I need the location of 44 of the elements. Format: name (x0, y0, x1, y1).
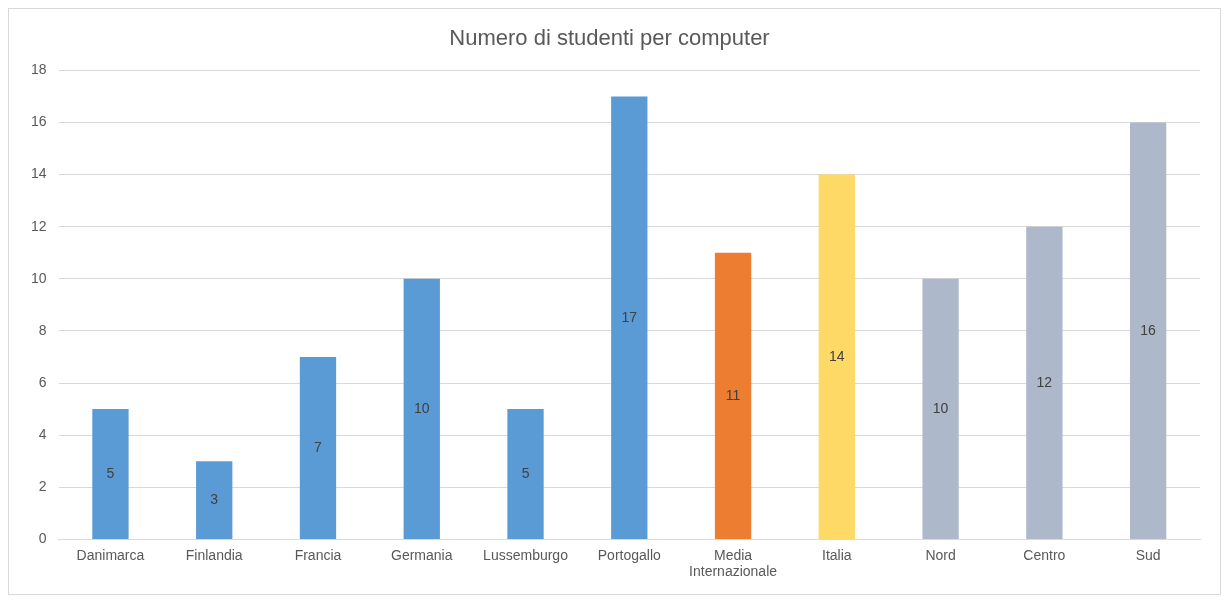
data-label: 7 (314, 438, 323, 455)
data-label: 11 (725, 386, 741, 403)
bar (818, 174, 855, 539)
y-tick-label: 2 (38, 478, 47, 495)
bar (507, 409, 544, 539)
y-tick-label: 16 (30, 113, 47, 130)
bar (403, 278, 440, 539)
y-tick-label: 0 (38, 530, 47, 547)
x-tick-label: Lussemburgo (483, 546, 569, 563)
data-label: 5 (106, 464, 115, 481)
y-tick-label: 18 (30, 61, 47, 78)
bar (92, 409, 129, 539)
bar (196, 461, 233, 539)
x-tick-label: Nord (925, 546, 956, 563)
data-label: 10 (932, 399, 949, 416)
y-tick-label: 12 (30, 217, 47, 234)
y-tick-label: 4 (38, 426, 47, 443)
bar (1129, 122, 1167, 539)
bar (714, 252, 752, 539)
x-tick-label: Media Internazionale (689, 546, 778, 580)
x-tick-label: Portogallo (597, 546, 662, 563)
x-tick-label: Germania (391, 546, 453, 563)
bar (299, 357, 337, 539)
x-tick-label: Finlandia (185, 546, 243, 563)
x-tick-label: Italia (822, 546, 852, 563)
data-label: 12 (1036, 373, 1053, 390)
x-tick-label: Francia (294, 546, 342, 563)
data-label: 3 (210, 490, 219, 507)
x-tick-label: Danimarca (76, 546, 145, 563)
chart-title: Numero di studenti per computer (449, 25, 770, 51)
y-tick-label: 14 (30, 165, 47, 182)
bar (922, 278, 959, 539)
x-tick-label: Sud (1135, 546, 1161, 563)
bar (611, 96, 648, 539)
y-tick-label: 6 (38, 373, 47, 390)
data-label: 10 (413, 399, 430, 416)
data-label: 17 (621, 308, 638, 325)
data-label: 5 (521, 464, 530, 481)
x-tick-label: Centro (1023, 546, 1066, 563)
data-label: 14 (829, 347, 845, 364)
y-tick-label: 8 (38, 321, 47, 338)
y-tick-label: 10 (30, 269, 47, 286)
bar (1026, 226, 1063, 539)
data-label: 16 (1140, 321, 1157, 338)
